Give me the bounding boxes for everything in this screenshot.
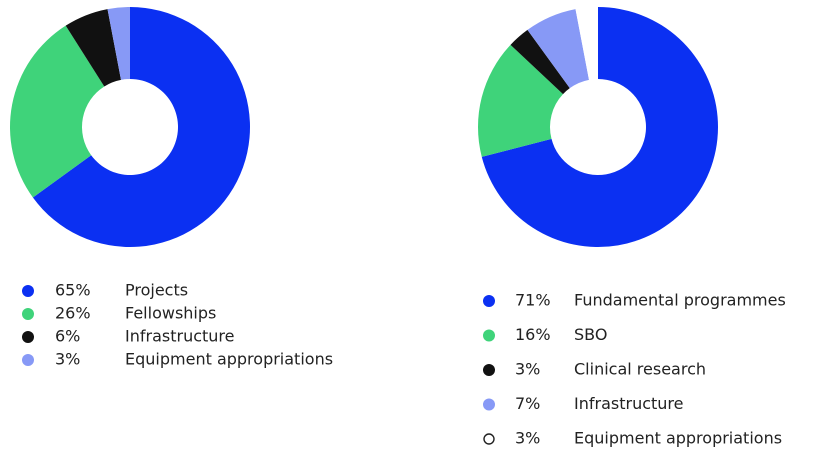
donut-slice [32,7,250,248]
donut-slice [527,9,590,89]
legend-label: Projects [125,281,188,300]
legend-marker [22,308,34,320]
legend-marker [483,329,495,342]
legend-label: Equipment appropriations [125,350,333,369]
legend-value: 3% [515,429,540,448]
legend-marker [483,398,495,411]
legend-value: 3% [515,360,540,379]
legend-value: 7% [515,394,540,413]
donut-slice [65,9,122,87]
legend-value: 16% [515,325,551,344]
legend-label: Fellowships [125,304,216,323]
legend-label: SBO [574,325,607,344]
legend-label: Clinical research [574,360,706,379]
legend-marker [483,364,495,376]
legend-marker [22,285,34,297]
donut-slice [477,44,564,157]
legend-marker [483,433,495,445]
donut-slice [575,7,598,80]
legend-label: Infrastructure [574,394,683,413]
legend-value: 26% [55,304,91,323]
legend-value: 6% [55,327,80,346]
legend-value: 65% [55,281,91,300]
donut-slice [481,7,718,248]
legend-marker [22,354,34,366]
legend-label: Fundamental programmes [574,291,786,310]
donut-slice [10,25,105,198]
legend-marker [483,295,495,307]
legend-value: 3% [55,350,80,369]
donut-slice [510,29,570,95]
legend-label: Infrastructure [125,327,234,346]
donut-slice [107,7,130,80]
legend-marker [22,331,34,343]
legend-value: 71% [515,291,551,310]
legend-label: Equipment appropriations [574,429,782,448]
